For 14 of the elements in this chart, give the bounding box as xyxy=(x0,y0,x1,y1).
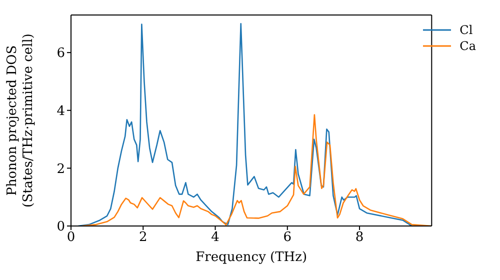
x-tick-label: 8 xyxy=(355,230,364,246)
x-axis-title: Frequency (THz) xyxy=(196,250,308,265)
y-tick-label: 0 xyxy=(56,220,65,235)
y-tick-label: 6 xyxy=(56,46,65,62)
x-tick-label: 0 xyxy=(66,230,76,246)
line-series xyxy=(81,114,432,226)
y-axis-title: Phonon projected DOS (States/THz·primitive cell) xyxy=(5,33,36,208)
x-tick-label: 2 xyxy=(138,230,148,246)
y-tick-label: 2 xyxy=(56,162,65,177)
legend-label: Cl xyxy=(460,23,473,37)
legend-label: Ca xyxy=(460,39,476,53)
y-tick-label: 4 xyxy=(56,104,65,119)
x-tick-label: 6 xyxy=(283,230,292,246)
x-tick-label: 4 xyxy=(211,230,220,246)
